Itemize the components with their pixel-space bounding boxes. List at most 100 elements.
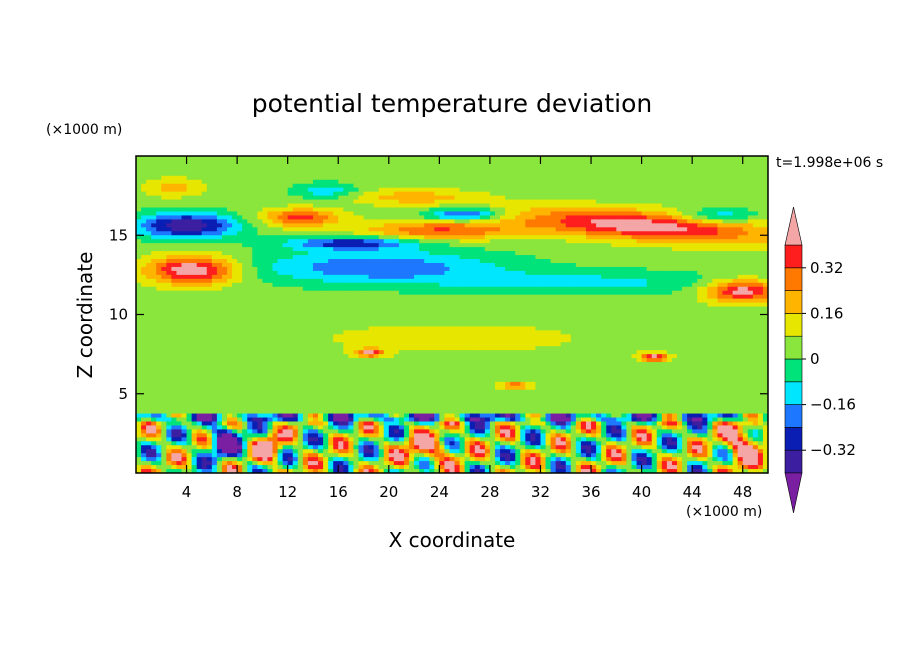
field-cell [227,247,233,252]
field-cell [459,255,466,260]
field-cell [449,183,456,189]
field-cell [267,195,274,201]
field-cell [742,306,749,312]
field-cell [692,294,698,300]
field-cell [530,290,537,296]
field-cell [525,227,531,232]
field-cell [141,187,147,193]
field-cell [373,239,380,244]
field-cell [651,286,658,292]
field-cell [403,183,410,189]
field-cell [540,270,547,276]
field-cell [333,310,339,316]
field-cell [161,227,167,232]
field-cell [323,259,329,264]
field-cell [671,247,678,252]
field-cell [596,255,602,260]
field-cell [616,298,622,304]
field-cell [565,255,572,260]
field-cell [687,247,693,252]
field-cell [651,159,658,165]
field-cell [242,223,248,228]
field-cell [363,215,370,220]
field-cell [555,223,562,228]
field-cell [626,290,633,296]
field-cell [676,239,683,244]
field-cell [580,215,587,220]
field-cell [282,302,289,308]
field-cell [550,219,557,224]
field-cell [318,270,324,276]
field-cell [206,255,213,260]
field-cell [358,266,365,272]
field-cell [136,195,142,201]
field-cell [277,223,284,228]
field-cell [651,310,658,316]
field-cell [196,219,203,224]
field-cell [368,175,375,181]
field-cell [211,203,218,209]
field-cell [727,231,734,236]
field-cell [141,247,147,252]
field-cell [616,211,622,217]
field-cell [682,235,688,240]
field-cell [429,266,435,272]
field-cell [530,266,537,272]
field-cell [565,278,572,284]
field-cell [429,171,435,177]
field-cell [333,239,339,244]
field-cell [469,167,476,173]
field-cell [712,302,719,308]
field-cell [318,239,324,244]
field-cell [530,175,537,181]
field-cell [707,156,713,161]
field-cell [651,259,658,264]
field-cell [363,195,370,201]
field-cell [484,286,491,292]
field-cell [409,239,415,244]
field-cell [540,163,547,169]
field-cell [439,306,446,312]
field-cell [459,310,466,316]
field-cell [141,290,147,296]
field-cell [373,175,380,181]
field-cell [591,219,597,224]
field-cell [656,255,663,260]
field-cell [661,183,668,189]
field-cell [363,219,370,224]
field-cell [201,294,208,300]
field-cell [520,251,526,256]
field-cell [636,247,643,252]
field-cell [727,290,734,296]
field-cell [717,203,724,209]
field-cell [540,187,547,193]
field-cell [575,243,582,248]
field-cell [348,306,355,312]
field-cell [434,227,440,232]
field-cell [601,223,607,228]
field-cell [252,207,258,213]
field-cell [454,278,461,284]
field-cell [353,306,360,312]
field-cell [282,156,289,161]
field-cell [555,207,562,213]
field-cell [227,255,233,260]
field-cell [596,247,602,252]
field-cell [707,171,713,177]
field-cell [621,259,628,264]
field-cell [737,266,744,272]
field-cell [353,290,360,296]
field-cell [424,262,430,268]
field-cell [176,306,183,312]
field-cell [651,227,658,232]
field-cell [444,187,451,193]
field-cell [747,227,754,232]
field-cell [449,207,456,213]
field-cell [277,215,284,220]
field-cell [459,274,466,280]
field-cell [530,199,537,205]
field-cell [323,270,329,276]
field-cell [277,306,284,312]
field-cell [510,175,516,181]
field-cell [419,183,425,189]
